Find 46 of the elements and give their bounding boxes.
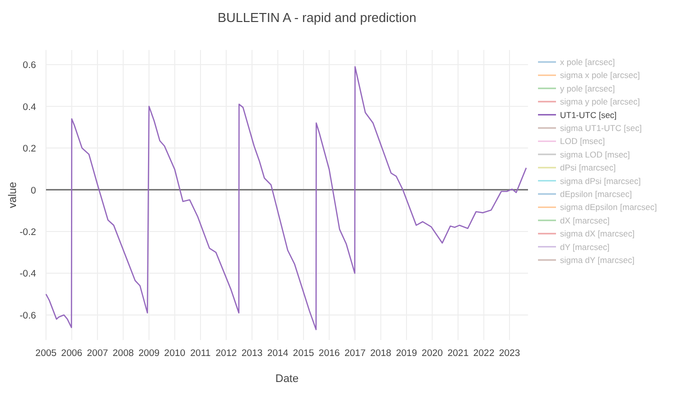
x-tick-label: 2012 — [216, 348, 237, 359]
x-tick-label: 2022 — [473, 348, 494, 359]
legend-label: LOD [msec] — [560, 136, 605, 146]
y-tick-label: 0.4 — [22, 102, 36, 113]
legend-label: sigma LOD [msec] — [560, 149, 630, 160]
legend-label: sigma y pole [arcsec] — [560, 96, 640, 107]
chart-title: BULLETIN A - rapid and prediction — [218, 10, 416, 25]
x-tick-label: 2008 — [112, 348, 134, 359]
legend-label: y pole [arcsec] — [560, 83, 615, 94]
x-tick-label: 2013 — [241, 348, 263, 359]
x-tick-label: 2007 — [86, 348, 108, 359]
x-tick-label: 2019 — [396, 348, 418, 359]
legend-label: sigma dX [marcsec] — [560, 228, 635, 239]
x-tick-label: 2018 — [370, 348, 392, 359]
x-tick-label: 2015 — [292, 348, 314, 359]
line-series — [45, 66, 527, 330]
x-tick-label: 2009 — [138, 348, 160, 359]
y-tick-label: -0.2 — [20, 227, 36, 238]
x-tick-label: 2020 — [422, 348, 443, 359]
legend-label: dEpsilon [marcsec] — [560, 189, 632, 199]
y-tick-label: -0.4 — [20, 268, 36, 280]
legend-label: sigma dEpsilon [marcsec] — [560, 202, 657, 212]
legend-label: sigma dY [marcsec] — [560, 255, 634, 265]
y-tick-label: 0.2 — [22, 144, 36, 155]
legend-label: dY [marcsec] — [560, 242, 610, 252]
x-tick-label: 2014 — [267, 348, 288, 359]
x-tick-label: 2016 — [318, 348, 340, 359]
legend-label: dX [marcsec] — [560, 215, 610, 226]
x-tick-label: 2006 — [61, 348, 82, 359]
y-tick-label: -0.6 — [20, 310, 36, 322]
legend-label: UT1-UTC [sec] — [560, 110, 617, 120]
x-tick-label: 2005 — [35, 348, 57, 359]
legend-label: sigma dPsi [marcsec] — [560, 176, 641, 186]
x-tick-label: 2023 — [498, 348, 520, 359]
legend-label: sigma x pole [arcsec] — [560, 70, 640, 80]
x-tick-label: 2021 — [447, 348, 469, 359]
y-tick-label: 0 — [30, 185, 36, 196]
legend-label: x pole [arcsec] — [560, 57, 615, 67]
x-tick-label: 2011 — [190, 348, 211, 359]
y-tick-label: 0.6 — [22, 60, 36, 72]
y-axis-title: value — [7, 182, 19, 208]
legend-label: sigma UT1-UTC [sec] — [560, 123, 642, 133]
x-tick-label: 2017 — [344, 348, 366, 359]
x-tick-label: 2010 — [164, 348, 186, 359]
legend-label: dPsi [marcsec] — [560, 162, 616, 173]
x-axis-title: Date — [275, 373, 299, 385]
